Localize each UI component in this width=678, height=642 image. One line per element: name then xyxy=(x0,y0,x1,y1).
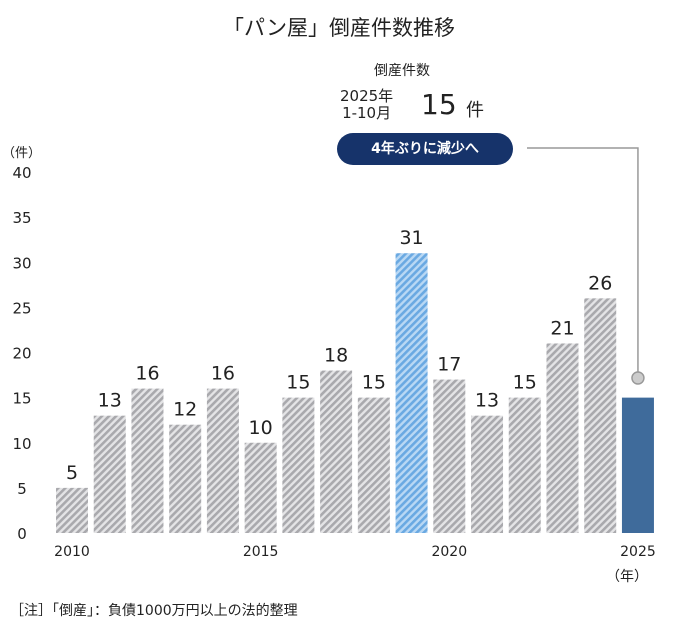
bar-2023 xyxy=(546,343,579,533)
data-label-2014: 16 xyxy=(211,363,235,385)
data-label-2012: 16 xyxy=(135,363,159,385)
data-label-2021: 13 xyxy=(475,390,499,412)
chart-title: 「パン屋」倒産件数推移 xyxy=(222,16,456,40)
data-label-2013: 12 xyxy=(173,399,197,421)
annotation-dot xyxy=(631,371,645,385)
x-tick-label: 2015 xyxy=(243,544,279,560)
data-label-2016: 15 xyxy=(286,372,310,394)
y-tick-label: 10 xyxy=(12,435,31,453)
bar-2018 xyxy=(357,397,390,533)
data-label-2020: 17 xyxy=(437,354,461,376)
bar-2011 xyxy=(93,415,126,533)
bar-2025 xyxy=(621,397,654,533)
bar-2013 xyxy=(169,424,202,533)
data-label-2011: 13 xyxy=(98,390,122,412)
bar-2024 xyxy=(584,298,617,533)
y-tick-label: 20 xyxy=(12,345,31,363)
footnote: ［注］「倒産」：負債1000万円以上の法的整理 xyxy=(10,603,298,619)
data-label-2018: 15 xyxy=(362,372,386,394)
bar-2010 xyxy=(56,487,88,533)
bar-2017 xyxy=(320,370,353,533)
bar-2014 xyxy=(206,388,239,533)
annotation-leader-line xyxy=(527,147,639,372)
y-tick-label: 30 xyxy=(12,254,31,272)
annotation-period-line2: 1-10月 xyxy=(342,104,392,122)
y-tick-label: 40 xyxy=(12,164,31,182)
bar-2020 xyxy=(433,379,466,533)
bar-2021 xyxy=(471,415,504,533)
annotation-heading: 倒産件数 xyxy=(374,63,430,79)
x-axis-unit: （年） xyxy=(606,569,648,585)
data-label-2017: 18 xyxy=(324,345,348,367)
annotation-unit: 件 xyxy=(466,100,484,121)
data-label-2015: 10 xyxy=(249,417,273,439)
y-tick-label: 0 xyxy=(17,525,27,543)
bar-2015 xyxy=(244,442,277,533)
y-axis-unit: （件） xyxy=(2,146,42,161)
data-label-2010: 5 xyxy=(66,462,78,484)
bar-2022 xyxy=(508,397,541,533)
bar-2012 xyxy=(131,388,164,533)
y-tick-label: 15 xyxy=(12,390,31,408)
x-tick-label: 2020 xyxy=(431,544,467,560)
x-tick-label: 2010 xyxy=(54,544,90,560)
x-tick-label: 2025 xyxy=(620,544,656,560)
annotation-period-line1: 2025年 xyxy=(340,87,394,105)
data-label-2019: 31 xyxy=(399,227,423,249)
y-tick-label: 25 xyxy=(12,299,31,317)
data-label-2022: 15 xyxy=(513,372,537,394)
bar-2019 xyxy=(395,253,428,533)
data-label-2024: 26 xyxy=(588,272,612,294)
y-tick-label: 5 xyxy=(17,480,27,498)
data-label-2023: 21 xyxy=(550,317,574,339)
bar-2016 xyxy=(282,397,315,533)
annotation-badge: 4年ぶりに減少へ xyxy=(337,133,513,165)
y-tick-label: 35 xyxy=(12,209,31,227)
annotation-period: 2025年 1-10月 xyxy=(340,88,393,122)
annotation-value: 15 xyxy=(421,88,457,121)
